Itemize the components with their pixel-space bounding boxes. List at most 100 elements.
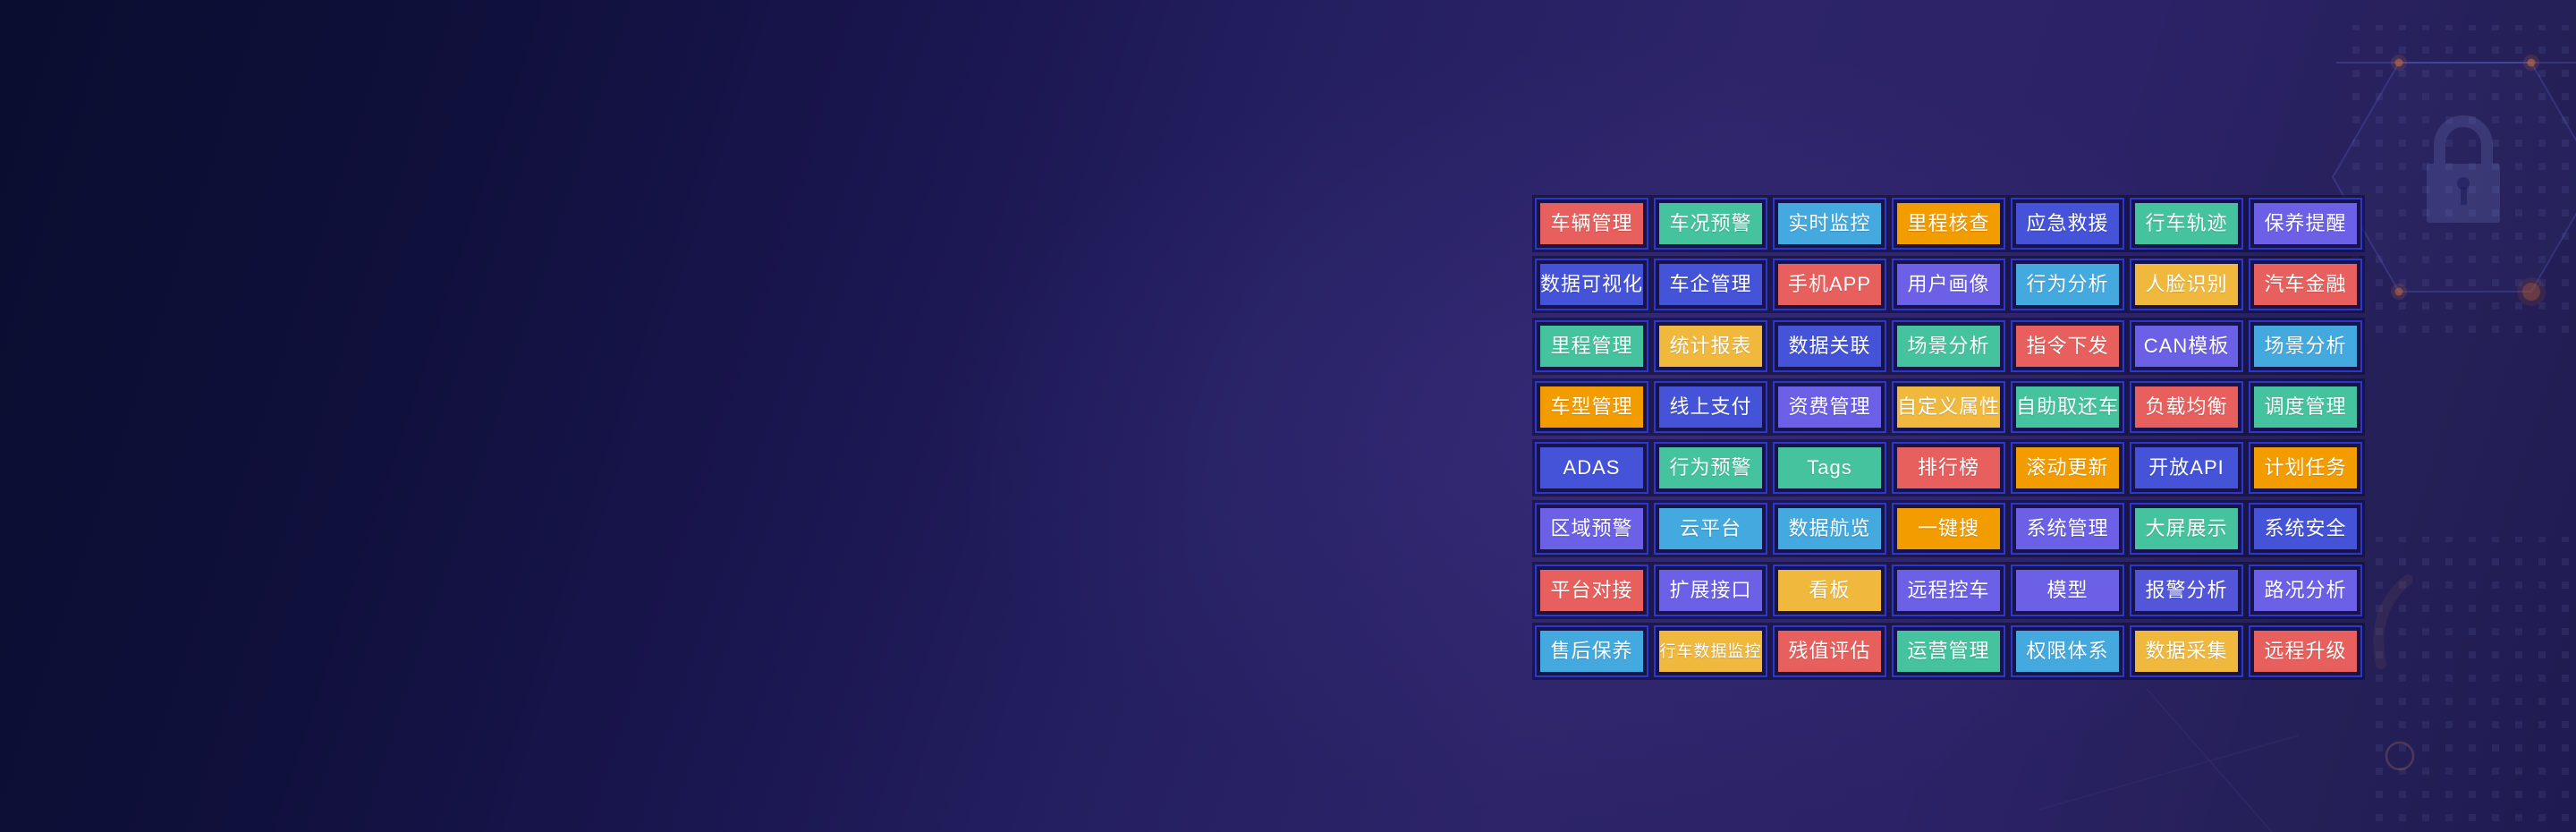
feature-tile-fill: 一键搜 [1897,508,2000,550]
feature-tile-fill: 车况预警 [1659,203,1762,244]
feature-tile[interactable]: 保养提醒 [2249,198,2362,250]
feature-tile-fill: 行为分析 [2016,264,2119,306]
feature-tile[interactable]: 实时监控 [1773,198,1886,250]
feature-tile-label: 指令下发 [2026,334,2109,357]
feature-tile-fill: 指令下发 [2016,325,2119,367]
feature-tile[interactable]: 用户画像 [1892,259,2005,311]
feature-tile-fill: 报警分析 [2135,569,2238,611]
feature-tile-fill: 行为预警 [1659,447,1762,489]
feature-tile[interactable]: 车辆管理 [1535,198,1648,250]
dot-grid-pattern [2342,25,2576,340]
feature-tile[interactable]: 平台对接 [1535,564,1648,616]
feature-tile[interactable]: 区域预警 [1535,503,1648,556]
feature-tile-fill: 调度管理 [2254,386,2357,428]
feature-tile[interactable]: 负载均衡 [2130,380,2243,433]
feature-tile-fill: 滚动更新 [2016,447,2119,489]
feature-tile[interactable]: 云平台 [1654,503,1767,556]
feature-tile[interactable]: 报警分析 [2130,564,2243,616]
feature-tile[interactable]: 售后保养 [1535,625,1648,678]
feature-tile-fill: 行车轨迹 [2135,203,2238,244]
feature-tile[interactable]: 自定义属性 [1892,380,2005,433]
feature-tile[interactable]: 里程管理 [1535,319,1648,372]
feature-tile[interactable]: Tags [1773,442,1886,495]
feature-tile[interactable]: 场景分析 [1892,319,2005,372]
feature-tile-fill: 行车数据监控 [1659,631,1762,673]
feature-tile[interactable]: 开放API [2130,442,2243,495]
feature-tile-label: 残值评估 [1788,640,1871,663]
feature-tile-fill: 车企管理 [1659,264,1762,306]
feature-tile[interactable]: 应急救援 [2011,198,2124,250]
feature-tile-fill: 系统管理 [2016,508,2119,550]
feature-tile[interactable]: 数据航览 [1773,503,1886,556]
feature-tile-label: 行为预警 [1669,456,1752,480]
feature-tile-label: 应急救援 [2026,212,2109,234]
feature-tile[interactable]: 指令下发 [2011,319,2124,372]
feature-tile-label: 车况预警 [1669,212,1752,234]
feature-tile[interactable]: 自助取还车 [2011,380,2124,433]
feature-tile-label: 开放API [2148,456,2224,480]
feature-tile[interactable]: 资费管理 [1773,380,1886,433]
feature-tile-label: 云平台 [1679,517,1741,540]
feature-tile[interactable]: 数据关联 [1773,319,1886,372]
feature-tile[interactable]: 人脸识别 [2130,259,2243,311]
feature-tile[interactable]: 汽车金融 [2249,259,2362,311]
feature-tile[interactable]: 行为分析 [2011,259,2124,311]
decor-line [2146,688,2273,832]
feature-tile[interactable]: 看板 [1773,564,1886,616]
feature-tile[interactable]: 数据采集 [2130,625,2243,678]
feature-tile-label: 实时监控 [1788,212,1871,234]
feature-tile-label: 排行榜 [1917,456,1979,480]
feature-tile[interactable]: 行车数据监控 [1654,625,1767,678]
feature-tile[interactable]: 扩展接口 [1654,564,1767,616]
feature-tile[interactable]: 行为预警 [1654,442,1767,495]
feature-tile[interactable]: 线上支付 [1654,380,1767,433]
feature-tile-fill: 应急救援 [2016,203,2119,244]
feature-tile-fill: 数据采集 [2135,631,2238,673]
feature-tile-label: 大屏展示 [2145,517,2228,540]
feature-tile-fill: 保养提醒 [2254,203,2357,244]
feature-tile-label: 区域预警 [1550,517,1633,540]
feature-tile-label: 手机APP [1787,273,1872,296]
feature-tile-fill: 路况分析 [2254,569,2357,611]
feature-tile[interactable]: 调度管理 [2249,380,2362,433]
feature-tile-fill: 残值评估 [1778,631,1881,673]
feature-tile-label: 数据可视化 [1540,273,1643,296]
feature-tile[interactable]: ADAS [1535,442,1648,495]
feature-tile[interactable]: 残值评估 [1773,625,1886,678]
feature-tile-label: 汽车金融 [2264,273,2347,296]
feature-tile[interactable]: 一键搜 [1892,503,2005,556]
feature-tile[interactable]: 系统管理 [2011,503,2124,556]
feature-tile[interactable]: 车企管理 [1654,259,1767,311]
feature-tile-fill: 数据航览 [1778,508,1881,550]
feature-tile[interactable]: 大屏展示 [2130,503,2243,556]
feature-tile-fill: 模型 [2016,569,2119,611]
feature-tile[interactable]: 运营管理 [1892,625,2005,678]
feature-tile[interactable]: 手机APP [1773,259,1886,311]
feature-tile[interactable]: 计划任务 [2249,442,2362,495]
feature-tile-fill: 自定义属性 [1897,386,2000,428]
feature-tile[interactable]: 远程控车 [1892,564,2005,616]
feature-tile-fill: 负载均衡 [2135,386,2238,428]
feature-tile[interactable]: 远程升级 [2249,625,2362,678]
feature-tile[interactable]: 数据可视化 [1535,259,1648,311]
feature-tile-fill: 里程管理 [1540,325,1643,367]
feature-tile-label: 统计报表 [1669,334,1752,357]
feature-tile[interactable]: 路况分析 [2249,564,2362,616]
feature-tile-fill: Tags [1778,447,1881,489]
feature-tile[interactable]: 车况预警 [1654,198,1767,250]
feature-tile[interactable]: 统计报表 [1654,319,1767,372]
feature-tile[interactable]: CAN模板 [2130,319,2243,372]
feature-tile[interactable]: 滚动更新 [2011,442,2124,495]
feature-tile-label: 资费管理 [1788,395,1871,418]
feature-tile[interactable]: 排行榜 [1892,442,2005,495]
decor-crescent [2373,574,2413,669]
feature-tile-fill: 计划任务 [2254,447,2357,489]
feature-tile[interactable]: 系统安全 [2249,503,2362,556]
feature-tile[interactable]: 行车轨迹 [2130,198,2243,250]
feature-tile[interactable]: 模型 [2011,564,2124,616]
feature-tile[interactable]: 车型管理 [1535,380,1648,433]
feature-tile[interactable]: 权限体系 [2011,625,2124,678]
feature-tile[interactable]: 里程核查 [1892,198,2005,250]
feature-tile-fill: 车型管理 [1540,386,1643,428]
feature-tile[interactable]: 场景分析 [2249,319,2362,372]
